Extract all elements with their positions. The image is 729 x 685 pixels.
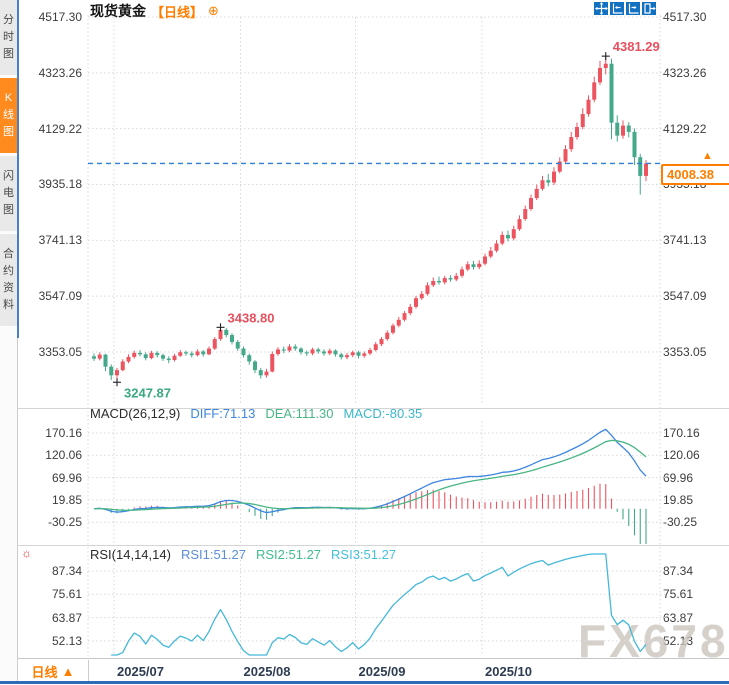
rsi-title: RSI(14,14,14): [90, 547, 171, 562]
last-price-tag: 4008.38: [661, 164, 729, 185]
x-axis-month-label: 2025/07: [117, 664, 164, 679]
instrument-name: 现货黄金: [90, 3, 146, 19]
rsi-axis-label-left: 75.61: [51, 587, 82, 602]
fit-y-axis-icon[interactable]: [626, 2, 640, 15]
sidebar-tab-kline[interactable]: K线图: [0, 78, 17, 153]
price-annotation: 3247.87: [124, 385, 171, 400]
macd-axis-label-right: 19.85: [663, 492, 694, 507]
macd-diff-value: DIFF:71.13: [190, 406, 256, 421]
price-axis-label-right: 4129.22: [663, 121, 707, 136]
price-axis-label-left: 4517.30: [38, 10, 82, 24]
rsi-axis-label-right: 63.87: [663, 610, 694, 625]
panel-separator: [18, 408, 729, 409]
sidebar: 分时图 K线图 闪电图 合约资料: [0, 0, 17, 684]
macd-axis-label-left: 170.16: [45, 426, 82, 440]
macd-axis-label-left: 69.96: [51, 470, 82, 485]
macd-axis-label-right: 170.16: [663, 426, 700, 440]
sidebar-tab-flash[interactable]: 闪电图: [0, 156, 17, 231]
rsi-axis-label-left: 63.87: [51, 610, 82, 625]
chart-toolbar: [594, 2, 656, 15]
macd-axis-label-left: 19.85: [51, 492, 82, 507]
sidebar-border: [17, 338, 18, 684]
add-indicator-icon[interactable]: ⊕: [208, 3, 219, 18]
macd-dea-value: DEA:111.30: [265, 406, 334, 421]
macd-title: MACD(26,12,9): [90, 406, 181, 421]
indicator-settings-icon[interactable]: ☼: [21, 546, 32, 560]
sidebar-blue-border: [17, 0, 19, 338]
rsi-axis-label-left: 87.34: [51, 564, 82, 578]
rsi1-value: RSI1:51.27: [180, 547, 246, 562]
price-axis-label-left: 3353.05: [38, 345, 82, 359]
move-icon[interactable]: [594, 2, 608, 15]
chart-header: 现货黄金 【日线】 ⊕: [90, 1, 219, 21]
macd-axis-label-right: 69.96: [663, 470, 694, 485]
rsi-axis-label-left: 52.13: [51, 633, 82, 648]
price-axis-label-left: 4323.26: [38, 65, 82, 80]
price-up-arrow-icon: ▲: [702, 150, 713, 162]
price-axis-label-right: 4517.30: [663, 10, 707, 24]
exit-icon[interactable]: [642, 2, 656, 15]
macd-axis-label-right: 120.06: [663, 448, 700, 463]
macd-axis-label-left: -30.25: [47, 515, 82, 530]
rsi-header: RSI(14,14,14) RSI1:51.27 RSI2:51.27 RSI3:51…: [90, 547, 406, 562]
price-annotation: 3438.80: [228, 310, 275, 325]
sidebar-tab-timeline[interactable]: 分时图: [0, 0, 17, 75]
macd-axis-label-left: 120.06: [45, 448, 82, 463]
price-axis-label-right: 3741.13: [663, 233, 707, 248]
x-axis-month-label: 2025/10: [485, 664, 532, 679]
period-tag: 【日线】: [151, 4, 204, 20]
rsi2-value: RSI2:51.27: [255, 547, 322, 562]
macd-bar-value: MACD:-80.35: [343, 406, 423, 421]
price-axis-label-right: 3547.09: [663, 289, 707, 304]
price-axis-label-left: 3741.13: [38, 233, 82, 248]
macd-header: MACD(26,12,9) DIFF:71.13 DEA:111.30 MACD:-8…: [90, 406, 432, 421]
price-axis-label-left: 3547.09: [38, 289, 82, 304]
period-selector[interactable]: 日线 ▲: [18, 660, 89, 682]
panel-separator: [18, 545, 729, 546]
price-axis-label-left: 4129.22: [38, 121, 82, 136]
period-selector-label: 日线: [31, 664, 58, 680]
macd-axis-label-right: -30.25: [663, 515, 698, 530]
x-axis-bar: 日线 ▲ 2025/07 2025/08 2025/09 2025/10: [0, 658, 729, 685]
rsi-axis-label-right: 75.61: [663, 587, 694, 602]
price-axis-label-right: 4323.26: [663, 65, 707, 80]
rsi-axis-label-right: 87.34: [663, 564, 694, 578]
rsi-axis-label-right: 52.13: [663, 633, 694, 648]
rsi3-value: RSI3:51.27: [331, 547, 397, 562]
bottom-accent-bar: [0, 681, 729, 684]
price-axis-label-left: 3935.18: [38, 177, 82, 192]
chevron-up-icon: ▲: [61, 663, 75, 679]
x-axis-month-label: 2025/09: [358, 664, 406, 679]
price-axis-label-right: 3353.05: [663, 345, 707, 359]
fit-x-axis-icon[interactable]: [610, 2, 624, 15]
x-axis-month-label: 2025/08: [243, 664, 291, 679]
sidebar-tab-contract-info[interactable]: 合约资料: [0, 234, 17, 326]
last-price-value: 4008.38: [667, 167, 714, 182]
price-annotation: 4381.29: [613, 39, 660, 54]
